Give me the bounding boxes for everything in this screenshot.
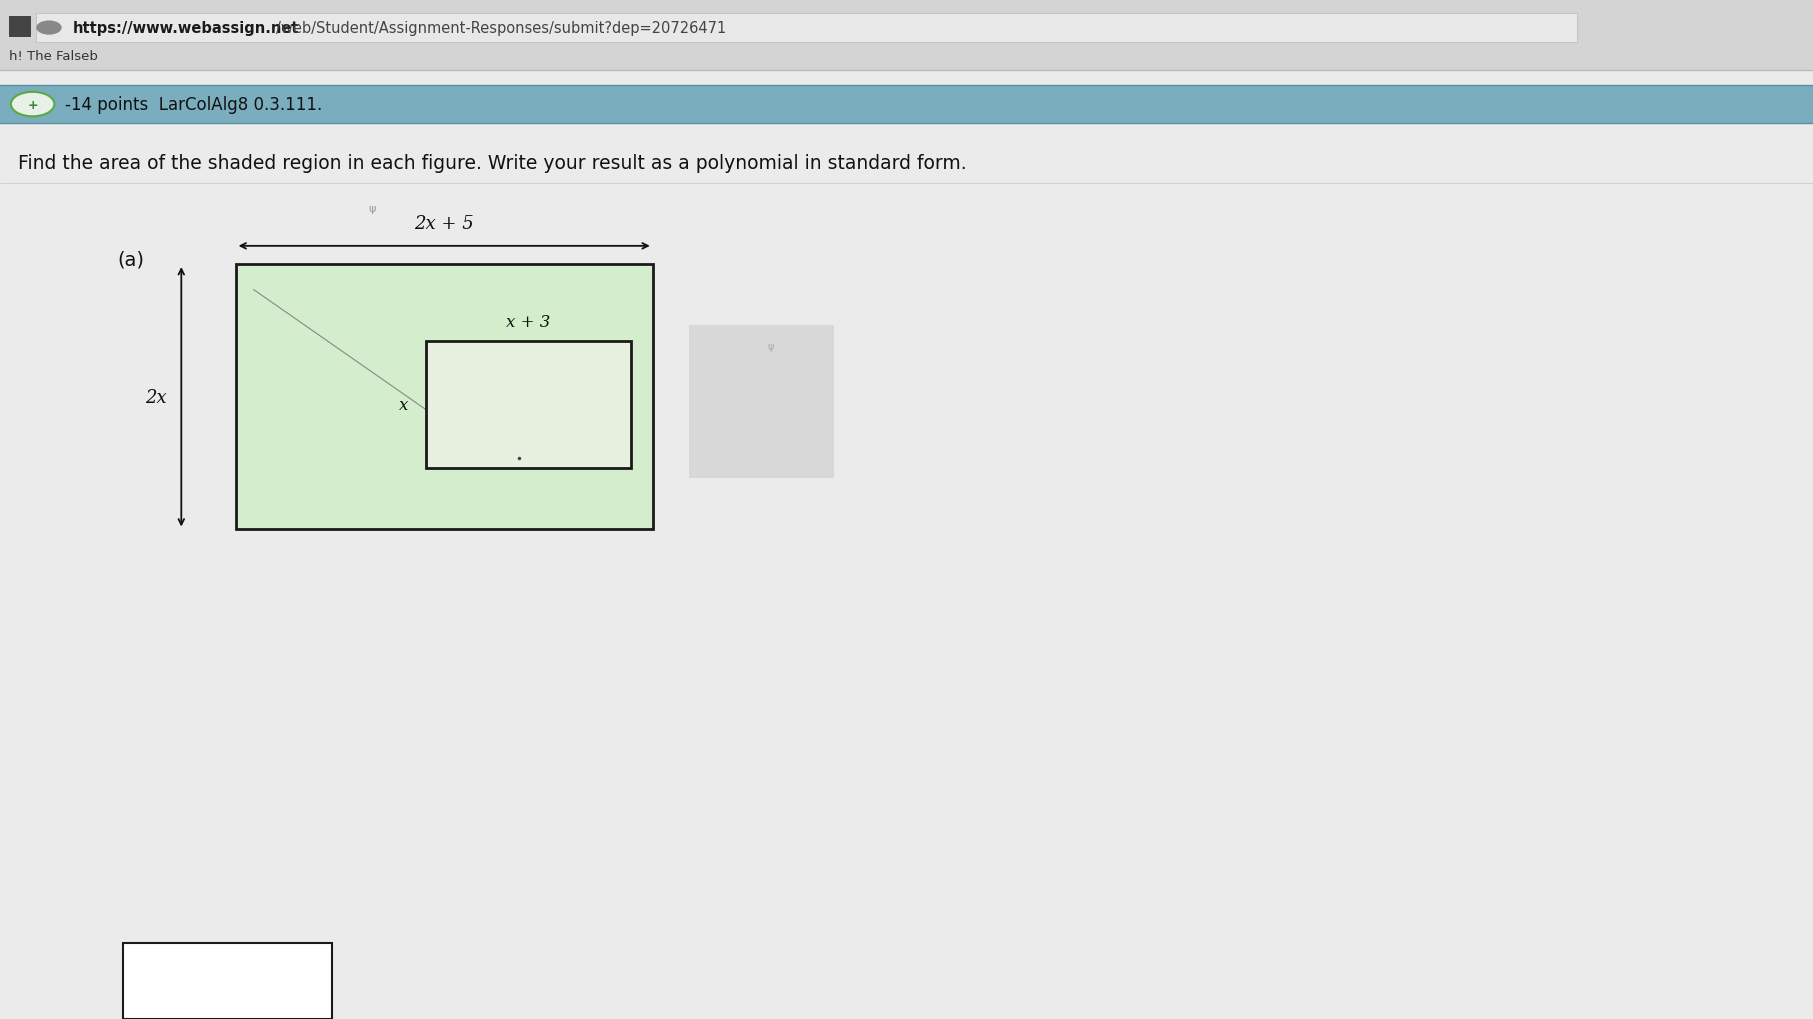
Text: Find the area of the shaded region in each figure. Write your result as a polyno: Find the area of the shaded region in ea… (18, 154, 966, 172)
Bar (36, 14, 1577, 43)
Text: 2x: 2x (145, 388, 167, 407)
Text: https://www.webassign.net: https://www.webassign.net (73, 21, 299, 36)
Bar (0, 86, 1813, 124)
Text: x + 3: x + 3 (506, 314, 551, 331)
Text: h! The Falseb: h! The Falseb (9, 50, 98, 62)
Text: ψ: ψ (368, 204, 375, 214)
Text: x: x (399, 396, 408, 414)
Text: 2x + 5: 2x + 5 (415, 214, 473, 232)
Text: -14 points  LarColAlg8 0.3.111.: -14 points LarColAlg8 0.3.111. (65, 96, 323, 114)
Text: /web/Student/Assignment-Responses/submit?dep=20726471: /web/Student/Assignment-Responses/submit… (276, 21, 725, 36)
Bar (123, 943, 332, 1019)
Bar (236, 265, 653, 530)
Circle shape (11, 93, 54, 117)
Bar (689, 326, 834, 479)
Text: (a): (a) (118, 251, 143, 269)
Text: +: + (27, 99, 38, 111)
Circle shape (36, 21, 62, 36)
Bar (0, 0, 1813, 71)
Bar (9, 17, 31, 38)
Text: ψ: ψ (767, 341, 774, 352)
Bar (426, 341, 631, 469)
